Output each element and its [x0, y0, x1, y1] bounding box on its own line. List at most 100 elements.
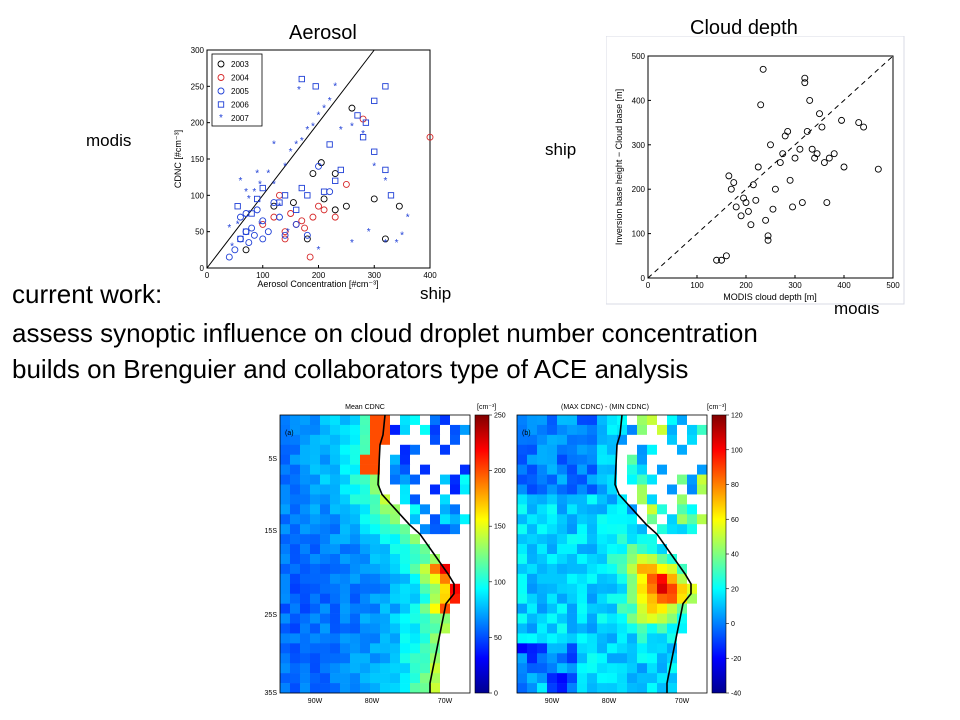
map-cell — [380, 524, 391, 535]
aerosol-point-2007: * — [266, 169, 270, 180]
map-cell — [300, 494, 311, 505]
map-cell — [360, 424, 371, 436]
map-cell — [300, 464, 311, 475]
map-cell — [597, 643, 608, 654]
map-cell — [547, 673, 558, 684]
aerosol-point-2006 — [298, 75, 305, 83]
map-cell — [360, 554, 371, 565]
map-cell — [567, 663, 578, 674]
map-cell — [577, 683, 588, 694]
map-cell — [577, 544, 588, 555]
map-cell — [647, 494, 658, 505]
map-cell — [647, 434, 658, 446]
aerosol-point-2005 — [259, 235, 267, 243]
map-cell — [360, 613, 371, 624]
map-cell — [637, 583, 648, 595]
map-cell — [450, 554, 461, 565]
map-cell — [380, 484, 391, 495]
map-cell — [400, 663, 411, 674]
map-cell — [527, 573, 538, 585]
map-cell — [320, 683, 331, 694]
aerosol-point-2007: * — [328, 96, 332, 107]
map-cell — [380, 464, 391, 475]
map-cell — [567, 633, 578, 644]
map-cell — [430, 424, 441, 436]
map-cell — [607, 544, 618, 555]
map-cell — [350, 454, 361, 465]
map-cell — [607, 494, 618, 505]
map-cell — [657, 454, 668, 465]
aerosol-point-2004 — [306, 253, 314, 261]
map-cell — [547, 504, 558, 515]
map-cell — [677, 643, 688, 654]
map-cell — [330, 563, 341, 575]
map-cell — [420, 683, 431, 694]
map-cell — [320, 494, 331, 505]
map-cell — [677, 434, 688, 446]
map-cell — [280, 454, 291, 465]
map-cell — [587, 623, 598, 634]
map-cell — [360, 494, 371, 505]
map-cell — [450, 663, 461, 674]
legend-label-2003: 2003 — [231, 60, 249, 69]
map-cell — [687, 613, 698, 624]
map-cell — [577, 534, 588, 545]
cloud-depth-point — [757, 101, 765, 109]
map-cell — [547, 424, 558, 436]
map-cell — [597, 464, 608, 475]
map-cell — [567, 603, 578, 614]
map-cell — [587, 663, 598, 674]
map-cell — [697, 663, 708, 674]
map-cell — [430, 663, 441, 674]
map-cell — [537, 424, 548, 436]
map-cell — [567, 504, 578, 515]
map-cell — [657, 434, 668, 446]
cloud-depth-y-tick-label: 0 — [641, 274, 646, 283]
cloud-depth-point — [830, 150, 838, 158]
map-cell — [440, 444, 451, 456]
legend-marker-2005 — [217, 87, 225, 95]
map-cell — [290, 623, 301, 634]
map-cell — [320, 434, 331, 446]
cloud-depth-point — [752, 196, 760, 204]
map-cell — [320, 534, 331, 545]
map-cell — [647, 663, 658, 674]
aerosol-point-2004 — [315, 202, 322, 210]
map-cell — [657, 554, 668, 565]
map-cell — [410, 474, 421, 485]
map-cell — [350, 434, 361, 446]
map-cell — [607, 524, 618, 535]
map-cell — [677, 593, 688, 604]
map-cell — [310, 554, 321, 565]
map-cell — [450, 673, 461, 684]
map-cell — [617, 524, 628, 535]
map-cell — [687, 474, 698, 485]
aerosol-point-2007: * — [339, 125, 343, 136]
map-cell — [390, 434, 401, 446]
map-cell — [577, 504, 588, 515]
map-cell — [380, 444, 391, 456]
map-cell — [617, 434, 628, 446]
cloud-depth-y-axis-label: Inversion base height − Cloud base [m] — [614, 89, 624, 245]
map-cell — [647, 563, 658, 575]
map-cell — [320, 504, 331, 515]
map-cell — [360, 573, 371, 585]
map-cell — [587, 554, 598, 565]
map-cell — [627, 544, 638, 555]
map-cell — [657, 444, 668, 456]
map-cell — [657, 415, 668, 426]
map-cell — [587, 494, 598, 505]
map-cell — [537, 563, 548, 575]
map-cell — [657, 683, 668, 694]
map-cell — [557, 563, 568, 575]
map-cell — [697, 434, 708, 446]
map-cell — [607, 534, 618, 545]
map-cell — [517, 653, 528, 664]
map-cell — [310, 563, 321, 575]
map-cell — [537, 544, 548, 555]
map-cell — [607, 593, 618, 604]
map-cell — [350, 593, 361, 604]
colorbar-tick-label: 0 — [494, 691, 498, 698]
aerosol-point-2004 — [281, 235, 289, 243]
map-cell — [587, 424, 598, 436]
